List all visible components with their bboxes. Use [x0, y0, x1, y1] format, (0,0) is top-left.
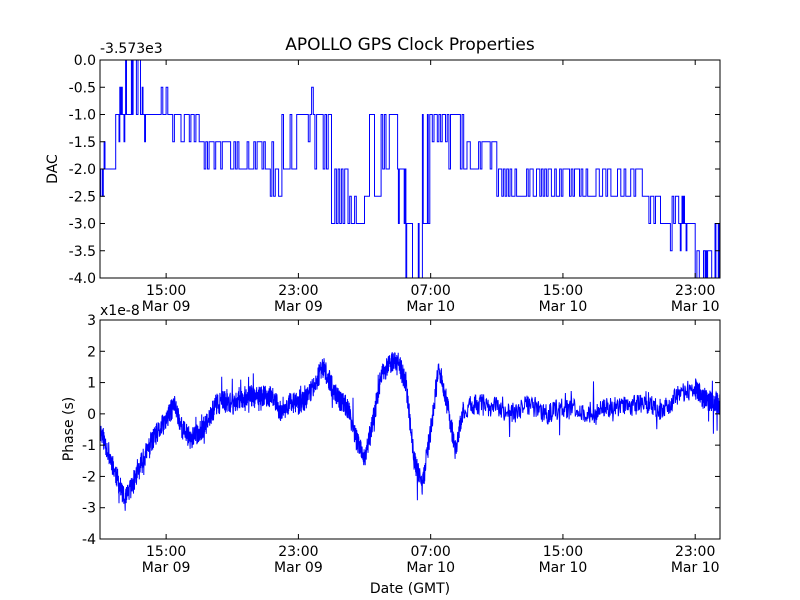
dac-series-line [100, 59, 721, 279]
x-tick-label-date: Mar 10 [539, 560, 588, 576]
x-tick-label-time: 07:00 [410, 544, 450, 560]
y-tick-label: -0.5 [69, 80, 96, 96]
x-tick-label-time: 23:00 [675, 544, 715, 560]
x-tick-label-date: Mar 10 [406, 560, 455, 576]
x-tick-label-date: Mar 09 [142, 299, 191, 315]
y-tick-label: -3.0 [69, 217, 96, 233]
dac-y-axis-ticks: 0.0 -0.5 -1.0 -1.5 -2.0 -2.5 -3.0 -3.5 -4.0 [69, 53, 720, 287]
phase-offset-label: x1e-8 [100, 303, 140, 319]
x-tick-label-time: 23:00 [675, 283, 715, 299]
y-tick-label: -4.0 [69, 271, 96, 287]
x-tick-label-date: Mar 10 [671, 560, 720, 576]
phase-y-axis-ticks: 3 2 1 0 -1 -2 -3 -4 [82, 313, 720, 548]
y-tick-label: -2 [82, 469, 96, 485]
y-tick-label: -4 [82, 532, 96, 548]
x-tick-label-time: 15:00 [146, 283, 186, 299]
dac-offset-label: -3.573e3 [100, 41, 163, 57]
y-tick-label: -3 [82, 501, 96, 517]
x-tick-label-date: Mar 09 [274, 560, 323, 576]
x-tick-label-time: 07:00 [410, 283, 450, 299]
y-tick-label: 2 [87, 344, 96, 360]
y-tick-label: 3 [87, 313, 96, 329]
x-tick-label-time: 15:00 [146, 544, 186, 560]
x-tick-label-time: 23:00 [278, 283, 318, 299]
dac-panel: 0.0 -0.5 -1.0 -1.5 -2.0 -2.5 -3.0 -3.5 -4.0 15:0… [45, 41, 721, 315]
y-tick-label: 0 [87, 407, 96, 423]
phase-series-line [99, 352, 721, 511]
chart-title: APOLLO GPS Clock Properties [285, 35, 535, 55]
x-tick-label-date: Mar 09 [142, 560, 191, 576]
y-tick-label: 0.0 [74, 53, 96, 69]
y-tick-label: -3.5 [69, 244, 96, 260]
x-tick-label-time: 15:00 [543, 544, 583, 560]
x-tick-label-date: Mar 09 [274, 299, 323, 315]
x-axis-label: Date (GMT) [370, 581, 450, 597]
x-tick-label-date: Mar 10 [671, 299, 720, 315]
x-tick-label-date: Mar 10 [539, 299, 588, 315]
dac-plot-frame [99, 59, 721, 279]
x-tick-label-date: Mar 10 [406, 299, 455, 315]
y-tick-label: -1.5 [69, 135, 96, 151]
y-tick-label: 1 [87, 376, 96, 392]
y-tick-label: -2.0 [69, 162, 96, 178]
y-tick-label: -1 [82, 438, 96, 454]
x-tick-label-time: 23:00 [278, 544, 318, 560]
phase-plot-frame [99, 319, 721, 540]
x-tick-label-time: 15:00 [543, 283, 583, 299]
y-tick-label: -1.0 [69, 108, 96, 124]
phase-y-axis-label: Phase (s) [61, 397, 77, 461]
dac-y-axis-label: DAC [45, 154, 61, 184]
y-tick-label: -2.5 [69, 189, 96, 205]
